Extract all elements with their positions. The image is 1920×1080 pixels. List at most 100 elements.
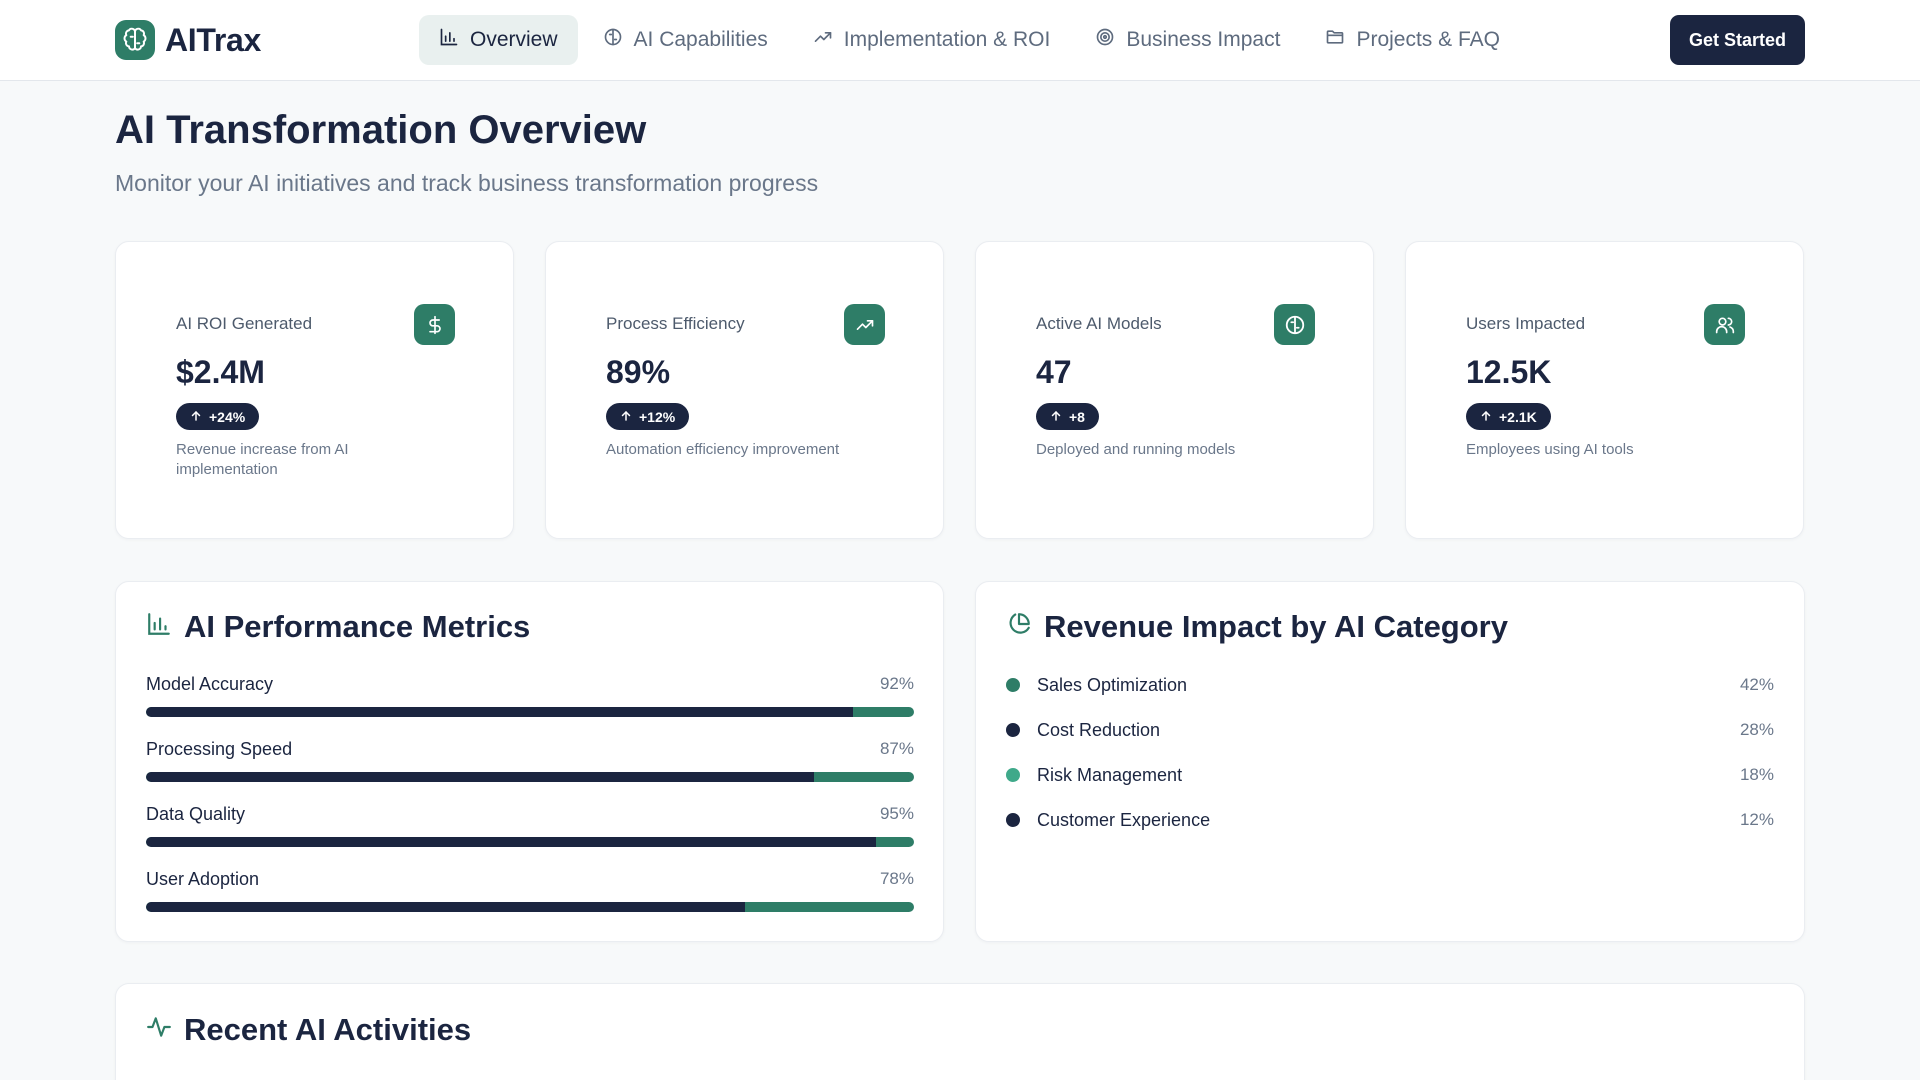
nav-item-overview[interactable]: Overview: [419, 15, 578, 65]
kpi-description: Automation efficiency improvement: [606, 441, 840, 458]
kpi-value: 47: [1036, 354, 1072, 390]
kpi-label: Process Efficiency: [606, 314, 745, 333]
brain-icon: [1274, 304, 1315, 345]
metric-name: Model Accuracy: [146, 673, 274, 694]
kpi-change: +12%: [639, 408, 676, 425]
nav-item-implementation-roi[interactable]: Implementation & ROI: [793, 15, 1071, 65]
kpi-card-efficiency: Process Efficiency 89% +12% Automation e…: [545, 241, 944, 539]
kpi-change-badge: +12%: [606, 403, 690, 430]
category-name: Risk Management: [1037, 764, 1183, 785]
metric-user-adoption: User Adoption 78%: [146, 868, 914, 912]
pie-chart-icon: [1006, 609, 1032, 645]
kpi-description: Employees using AI tools: [1466, 441, 1634, 458]
page-subtitle: Monitor your AI initiatives and track bu…: [115, 170, 819, 196]
kpi-value: $2.4M: [176, 354, 265, 390]
category-dot: [1006, 678, 1020, 692]
category-value: 42%: [1739, 675, 1774, 694]
category-customer-experience: Customer Experience 12%: [1006, 808, 1774, 832]
kpi-cards: AI ROI Generated $2.4M +24% Revenue incr…: [115, 241, 1804, 539]
metric-name: Data Quality: [146, 803, 246, 824]
panel-title-text: Revenue Impact by AI Category: [1044, 609, 1508, 644]
category-dot: [1006, 813, 1020, 827]
kpi-change: +2.1K: [1499, 408, 1537, 425]
metric-processing-speed: Processing Speed 87%: [146, 738, 914, 782]
category-sales-optimization: Sales Optimization 42%: [1006, 673, 1774, 697]
bar-chart-icon: [439, 27, 459, 53]
arrow-up-icon: [620, 409, 632, 425]
trending-up-icon: [844, 304, 885, 345]
panel-title: Revenue Impact by AI Category: [1006, 609, 1508, 645]
main-nav: Overview AI Capabilities Implementation …: [419, 15, 1525, 65]
kpi-card-models: Active AI Models 47 +8 Deployed and runn…: [975, 241, 1374, 539]
kpi-change-badge: +8: [1036, 403, 1099, 430]
category-risk-management: Risk Management 18%: [1006, 763, 1774, 787]
progress-bar: [146, 772, 914, 782]
top-navigation-bar: AITrax Overview AI Capabilities Implemen…: [0, 0, 1920, 81]
kpi-change-badge: +24%: [176, 403, 260, 430]
kpi-label: Users Impacted: [1466, 314, 1586, 333]
kpi-change-badge: +2.1K: [1466, 403, 1551, 430]
brand-name: AITrax: [165, 21, 262, 58]
nav-item-ai-capabilities[interactable]: AI Capabilities: [583, 15, 788, 65]
kpi-description: Revenue increase from AI implementation: [176, 441, 349, 478]
brain-icon: [115, 20, 155, 60]
page-title: AI Transformation Overview: [115, 108, 647, 152]
arrow-up-icon: [190, 409, 202, 425]
dollar-icon: [414, 304, 455, 345]
trending-up-icon: [813, 27, 833, 53]
kpi-change: +8: [1069, 408, 1085, 425]
panel-title: AI Performance Metrics: [146, 609, 530, 645]
metric-data-quality: Data Quality 95%: [146, 803, 914, 847]
get-started-button[interactable]: Get Started: [1670, 15, 1805, 65]
metric-model-accuracy: Model Accuracy 92%: [146, 673, 914, 717]
brand[interactable]: AITrax: [115, 20, 261, 60]
nav-item-label: Overview: [470, 28, 558, 51]
kpi-value: 12.5K: [1466, 354, 1552, 390]
category-dot: [1006, 768, 1020, 782]
metric-value: 87%: [879, 739, 914, 758]
nav-item-label: Business Impact: [1126, 28, 1281, 51]
arrow-up-icon: [1050, 409, 1062, 425]
category-dot: [1006, 723, 1020, 737]
kpi-card-roi: AI ROI Generated $2.4M +24% Revenue incr…: [115, 241, 514, 539]
metric-name: Processing Speed: [146, 738, 293, 759]
category-value: 12%: [1739, 810, 1774, 829]
panel-title-text: Recent AI Activities: [184, 1012, 472, 1047]
panel-title-text: AI Performance Metrics: [184, 609, 531, 644]
progress-fill: [146, 707, 853, 717]
progress-fill: [146, 772, 815, 782]
metric-value: 92%: [879, 674, 914, 693]
nav-item-projects-faq[interactable]: Projects & FAQ: [1305, 15, 1520, 65]
bar-chart-icon: [146, 609, 172, 645]
category-name: Sales Optimization: [1037, 674, 1188, 695]
category-name: Cost Reduction: [1037, 719, 1161, 740]
progress-bar: [146, 837, 914, 847]
nav-item-label: Projects & FAQ: [1356, 28, 1500, 51]
performance-metrics-panel: AI Performance Metrics Model Accuracy 92…: [115, 581, 944, 942]
brain-icon: [603, 27, 623, 53]
users-icon: [1704, 304, 1745, 345]
kpi-value: 89%: [606, 354, 671, 390]
nav-item-label: Implementation & ROI: [843, 28, 1051, 51]
nav-item-label: AI Capabilities: [633, 28, 768, 51]
progress-bar: [146, 707, 914, 717]
category-name: Customer Experience: [1037, 809, 1211, 830]
folder-icon: [1325, 27, 1345, 53]
kpi-label: AI ROI Generated: [176, 314, 313, 333]
kpi-description: Deployed and running models: [1036, 441, 1236, 458]
kpi-change: +24%: [209, 408, 246, 425]
activity-icon: [146, 1012, 172, 1048]
category-cost-reduction: Cost Reduction 28%: [1006, 718, 1774, 742]
recent-activities-panel: Recent AI Activities: [115, 983, 1805, 1080]
revenue-impact-panel: Revenue Impact by AI Category Sales Opti…: [975, 581, 1805, 942]
category-value: 28%: [1739, 720, 1774, 739]
arrow-up-icon: [1480, 409, 1492, 425]
metric-value: 78%: [879, 869, 914, 888]
metric-name: User Adoption: [146, 868, 260, 889]
target-icon: [1095, 27, 1115, 53]
progress-bar: [146, 902, 914, 912]
progress-fill: [146, 837, 876, 847]
nav-item-business-impact[interactable]: Business Impact: [1075, 15, 1300, 65]
kpi-card-users: Users Impacted 12.5K +2.1K Employees usi…: [1405, 241, 1804, 539]
kpi-label: Active AI Models: [1036, 314, 1162, 333]
